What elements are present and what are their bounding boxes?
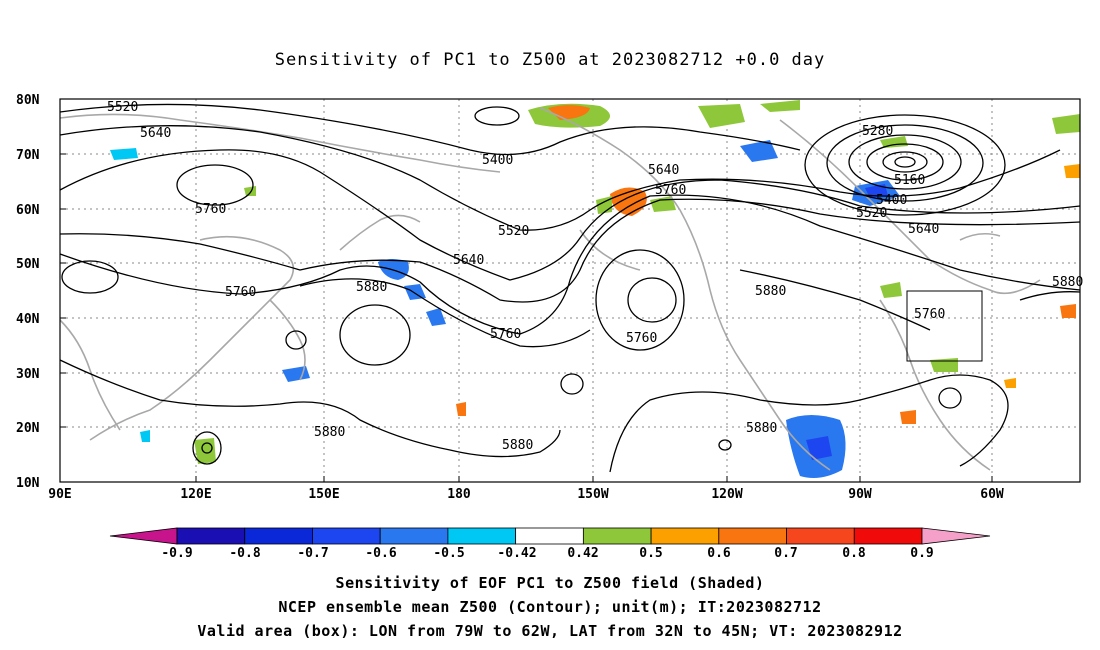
- colorbar-label: -0.6: [365, 546, 396, 561]
- colorbar-label: -0.7: [297, 546, 328, 561]
- lat-label: 80N: [16, 93, 40, 108]
- colorbar-label: -0.5: [433, 546, 464, 561]
- colorbar-label: 0.6: [707, 546, 731, 561]
- lat-label: 70N: [16, 148, 40, 163]
- colorbar-label: 0.42: [567, 546, 598, 561]
- lat-label: 10N: [16, 476, 40, 491]
- colorbar-box: [515, 527, 584, 545]
- colorbar-box: [312, 527, 381, 545]
- colorbar-box: [379, 527, 449, 545]
- contour-label: 5760: [626, 331, 657, 346]
- contour-label: 5880: [356, 280, 387, 295]
- lon-label: 150E: [308, 487, 339, 502]
- colorbar-right-arrow: [921, 527, 991, 545]
- contour-label: 5880: [314, 425, 345, 440]
- colorbar-label: 0.9: [910, 546, 933, 561]
- contour-label: 5280: [862, 124, 893, 139]
- colorbar-label: -0.8: [229, 546, 260, 561]
- contour-label: 5760: [225, 285, 256, 300]
- z500-contours: [59, 103, 1081, 473]
- contour-label: 5880: [746, 421, 777, 436]
- colorbar-box: [786, 527, 855, 545]
- figure-title: Sensitivity of PC1 to Z500 at 2023082712…: [274, 50, 826, 70]
- colorbar-box: [176, 527, 246, 545]
- lat-label: 50N: [16, 257, 40, 272]
- lon-label: 180: [447, 487, 471, 502]
- colorbar-label: 0.5: [639, 546, 662, 561]
- colorbar-box: [718, 527, 787, 545]
- contour-labels: 5520 5640 5400 5640 5760 5280 5160 5400 …: [107, 100, 1083, 453]
- colorbar-box: [650, 527, 720, 545]
- lat-label: 30N: [16, 367, 40, 382]
- contour-label: 5520: [107, 100, 138, 115]
- contour-label: 5520: [498, 224, 529, 239]
- longitude-labels: 90E 120E 150E 180 150W 120W 90W 60W: [48, 487, 1004, 502]
- contour-label: 5160: [894, 173, 925, 188]
- lon-label: 120W: [711, 487, 742, 502]
- lon-label: 120E: [180, 487, 211, 502]
- contour-label: 5520: [856, 206, 887, 221]
- contour-label: 5760: [195, 202, 226, 217]
- lon-label: 90E: [48, 487, 71, 502]
- contour-label: 5760: [655, 183, 686, 198]
- contour-label: 5640: [453, 253, 484, 268]
- contour-label: 5640: [140, 126, 171, 141]
- caption-line-1: Sensitivity of EOF PC1 to Z500 field (Sh…: [335, 574, 765, 592]
- contour-label: 5760: [914, 307, 945, 322]
- contour-label: 5880: [1052, 275, 1083, 290]
- colorbar-box: [244, 527, 313, 545]
- latitude-labels: 80N 70N 60N 50N 40N 30N 20N 10N: [16, 93, 40, 491]
- map-frame: [59, 98, 1081, 483]
- colorbar-boxes: [176, 527, 923, 545]
- caption-line-2: NCEP ensemble mean Z500 (Contour); unit(…: [278, 598, 822, 616]
- axis-ticks: [60, 98, 993, 482]
- colorbar-box: [853, 527, 923, 545]
- lat-label: 20N: [16, 421, 40, 436]
- lat-label: 60N: [16, 203, 40, 218]
- colorbar-label: 0.7: [774, 546, 797, 561]
- lon-label: 60W: [980, 487, 1004, 502]
- colorbar: -0.9 -0.8 -0.7 -0.6 -0.5 -0.42 0.42 0.5 …: [109, 527, 991, 561]
- contour-label: 5760: [490, 327, 521, 342]
- contour-label: 5400: [482, 153, 513, 168]
- colorbar-label: -0.42: [497, 546, 536, 561]
- valid-area-box: [906, 290, 983, 362]
- colorbar-box: [582, 527, 652, 545]
- lat-label: 40N: [16, 312, 40, 327]
- colorbar-left-arrow: [109, 527, 178, 545]
- colorbar-label: 0.8: [842, 546, 866, 561]
- contour-label: 5640: [648, 163, 679, 178]
- contour-label: 5880: [755, 284, 786, 299]
- grid-lines: [60, 99, 1080, 482]
- coastlines: [59, 107, 1041, 471]
- contour-label: 5640: [908, 222, 939, 237]
- contour-label: 5880: [502, 438, 533, 453]
- lon-label: 90W: [848, 487, 872, 502]
- lon-label: 150W: [577, 487, 608, 502]
- colorbar-box: [447, 527, 517, 545]
- caption-line-3: Valid area (box): LON from 79W to 62W, L…: [197, 622, 903, 640]
- contour-label: 5400: [876, 193, 907, 208]
- colorbar-labels: -0.9 -0.8 -0.7 -0.6 -0.5 -0.42 0.42 0.5 …: [161, 546, 933, 561]
- colorbar-label: -0.9: [161, 546, 192, 561]
